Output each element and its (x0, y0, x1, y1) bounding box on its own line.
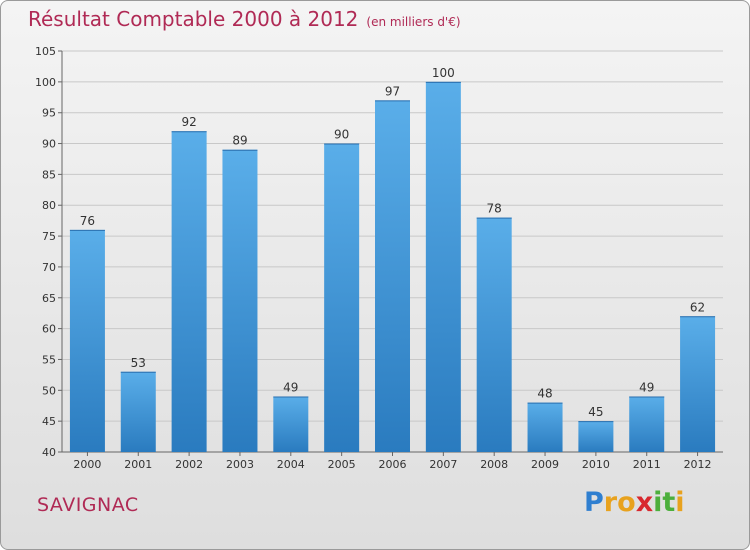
x-tick-label: 2009 (531, 458, 559, 471)
chart-title-text: Résultat Comptable 2000 à 2012 (28, 7, 359, 31)
bar (171, 131, 207, 452)
x-tick-label: 2012 (684, 458, 712, 471)
data-label: 76 (80, 214, 95, 228)
y-tick-label: 105 (35, 45, 56, 58)
logo-letter: i (653, 487, 663, 518)
data-label: 48 (537, 387, 552, 401)
x-tick-label: 2010 (582, 458, 610, 471)
logo-letter: i (675, 487, 685, 518)
data-label: 92 (181, 115, 196, 129)
bar (425, 81, 461, 452)
y-tick-label: 70 (42, 261, 56, 274)
x-tick-label: 2003 (226, 458, 254, 471)
data-label: 49 (639, 380, 654, 394)
bar (222, 149, 258, 452)
data-label: 53 (131, 356, 146, 370)
bar (527, 402, 563, 452)
bar (680, 316, 716, 452)
logo-letter: x (635, 487, 654, 518)
bar (578, 421, 614, 452)
data-label: 78 (487, 202, 502, 216)
bar (273, 396, 309, 452)
y-tick-label: 65 (42, 292, 56, 305)
x-tick-label: 2008 (480, 458, 508, 471)
y-tick-label: 75 (42, 230, 56, 243)
x-tick-label: 2002 (175, 458, 203, 471)
data-label: 97 (385, 84, 400, 98)
data-label: 100 (432, 66, 455, 80)
data-label: 45 (588, 405, 603, 419)
proxiti-logo: Proxiti (584, 487, 685, 518)
y-tick-label: 85 (42, 168, 56, 181)
y-tick-label: 45 (42, 415, 56, 428)
logo-letter: P (584, 487, 604, 518)
bar (375, 100, 410, 452)
y-tick-label: 90 (42, 138, 56, 151)
bar (324, 143, 360, 453)
x-tick-label: 2001 (124, 458, 152, 471)
x-tick-label: 2005 (328, 458, 356, 471)
bar (69, 229, 105, 452)
y-tick-label: 55 (42, 353, 56, 366)
data-label: 49 (283, 380, 298, 394)
chart-subtitle: (en milliers d'€) (366, 15, 461, 29)
chart-title: Résultat Comptable 2000 à 2012 (en millie… (28, 7, 461, 31)
y-tick-label: 95 (42, 107, 56, 120)
y-tick-label: 40 (42, 446, 56, 459)
x-tick-label: 2004 (277, 458, 305, 471)
bar (629, 396, 665, 452)
data-label: 89 (232, 134, 247, 148)
logo-letter: o (617, 487, 636, 518)
place-name: SAVIGNAC (37, 494, 139, 516)
bar (120, 371, 156, 452)
x-tick-label: 2011 (633, 458, 661, 471)
bar (476, 217, 512, 452)
y-tick-label: 100 (35, 76, 56, 89)
x-tick-label: 2006 (379, 458, 407, 471)
logo-letter: t (662, 487, 676, 518)
y-tick-label: 60 (42, 323, 56, 336)
data-label: 62 (690, 300, 705, 314)
y-tick-label: 50 (42, 384, 56, 397)
x-tick-label: 2000 (73, 458, 101, 471)
x-tick-label: 2007 (429, 458, 457, 471)
logo-letter: r (603, 487, 618, 518)
y-tick-label: 80 (42, 199, 56, 212)
data-label: 90 (334, 128, 349, 142)
